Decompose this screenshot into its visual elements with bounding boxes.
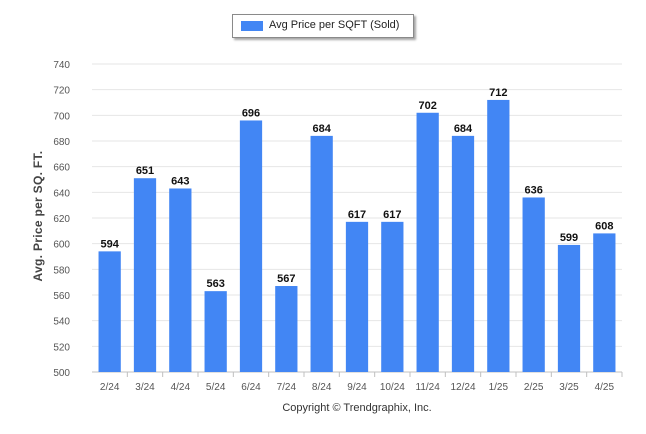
copyright-footer: Copyright © Trendgraphix, Inc. <box>282 402 432 414</box>
x-tick-label: 10/24 <box>380 382 405 393</box>
data-label: 599 <box>560 232 578 244</box>
data-label: 608 <box>595 220 613 232</box>
x-tick-label: 9/24 <box>347 382 367 393</box>
y-tick-label: 640 <box>53 188 70 199</box>
data-label: 617 <box>383 209 401 221</box>
x-tick-label: 4/24 <box>171 382 191 393</box>
bar <box>487 99 510 372</box>
x-tick-label: 3/24 <box>135 382 155 393</box>
bar <box>239 120 263 372</box>
data-label: 594 <box>100 238 119 250</box>
data-label: 643 <box>171 175 189 187</box>
bar <box>169 188 192 372</box>
y-tick-label: 580 <box>53 265 70 276</box>
y-tick-label: 600 <box>53 240 70 251</box>
y-tick-label: 660 <box>53 163 70 174</box>
bar <box>98 251 121 372</box>
y-tick-label: 740 <box>53 60 70 71</box>
legend-swatch <box>241 21 263 31</box>
bar <box>381 221 404 372</box>
x-tick-label: 4/25 <box>595 382 615 393</box>
data-label: 712 <box>489 87 507 99</box>
data-label: 684 <box>454 123 473 135</box>
bar <box>345 221 369 372</box>
x-tick-label: 5/24 <box>206 382 226 393</box>
data-label: 702 <box>418 100 436 112</box>
bar <box>275 286 298 372</box>
bar <box>133 178 157 372</box>
x-tick-label: 2/25 <box>524 382 544 393</box>
legend: Avg Price per SQFT (Sold) <box>232 14 414 38</box>
y-tick-label: 680 <box>53 137 70 148</box>
data-label: 696 <box>242 107 260 119</box>
y-tick-label: 720 <box>53 86 70 97</box>
data-label: 617 <box>348 209 366 221</box>
bar <box>310 135 333 372</box>
x-tick-label: 12/24 <box>450 382 475 393</box>
x-tick-label: 8/24 <box>312 382 332 393</box>
bar <box>557 244 581 372</box>
y-tick-label: 520 <box>53 342 70 353</box>
bar <box>522 197 545 372</box>
bar <box>204 291 227 372</box>
bar <box>416 112 439 373</box>
bar <box>451 135 475 372</box>
data-label: 567 <box>277 273 295 285</box>
y-tick-label: 700 <box>53 111 70 122</box>
bar <box>593 233 616 372</box>
x-tick-label: 7/24 <box>277 382 297 393</box>
y-tick-label: 620 <box>53 214 70 225</box>
x-tick-label: 6/24 <box>241 382 261 393</box>
data-label: 684 <box>312 123 331 135</box>
data-label: 636 <box>524 184 542 196</box>
data-label: 563 <box>206 278 224 290</box>
x-tick-label: 3/25 <box>559 382 579 393</box>
y-tick-label: 540 <box>53 317 70 328</box>
data-label: 651 <box>136 165 154 177</box>
x-tick-label: 2/24 <box>100 382 120 393</box>
x-tick-label: 11/24 <box>416 382 441 393</box>
legend-label: Avg Price per SQFT (Sold) <box>269 19 400 31</box>
y-tick-label: 500 <box>53 368 70 379</box>
x-tick-label: 1/25 <box>489 382 509 393</box>
y-tick-label: 560 <box>53 291 70 302</box>
